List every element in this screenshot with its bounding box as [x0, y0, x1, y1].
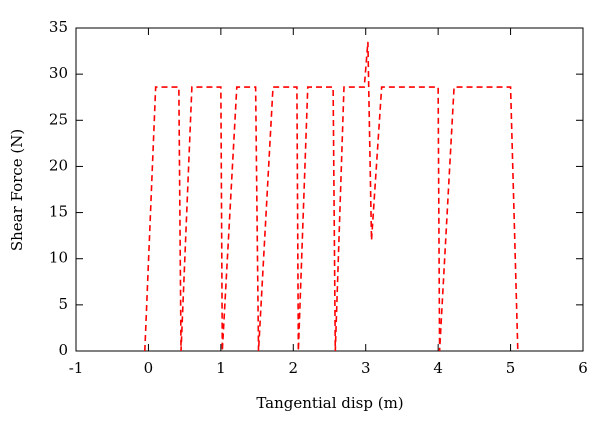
y-tick-label: 15 — [49, 203, 68, 221]
y-tick-label: 10 — [49, 249, 68, 267]
data-line — [144, 41, 519, 352]
x-tick-label: 2 — [289, 359, 299, 377]
x-tick-label: 3 — [361, 359, 371, 377]
y-axis-label: Shear Force (N) — [8, 129, 26, 251]
plot-frame — [75, 27, 584, 352]
y-tick-label: 20 — [49, 156, 68, 174]
y-tick-label: 35 — [49, 18, 68, 36]
y-tick-label: 25 — [49, 110, 68, 128]
x-tick-label: 6 — [578, 359, 588, 377]
x-tick-label: 4 — [433, 359, 443, 377]
x-tick-label: 5 — [506, 359, 516, 377]
y-tick-label: 5 — [58, 295, 68, 313]
x-axis-label: Tangential disp (m) — [256, 394, 403, 412]
y-tick-label: 0 — [58, 341, 68, 359]
y-tick-label: 30 — [49, 64, 68, 82]
x-tick-label: 1 — [216, 359, 226, 377]
x-tick-label: 0 — [144, 359, 154, 377]
x-tick-label: -1 — [69, 359, 84, 377]
